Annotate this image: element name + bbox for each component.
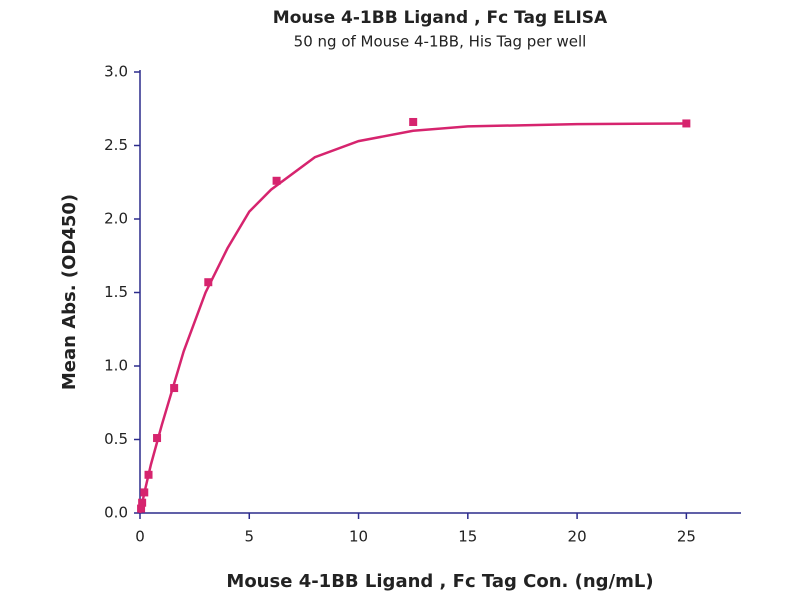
data-point: [409, 117, 418, 126]
chart-subtitle: 50 ng of Mouse 4-1BB, His Tag per well: [294, 33, 587, 51]
data-point: [138, 498, 147, 507]
x-tick-label: 10: [349, 528, 368, 546]
x-tick-label: 15: [458, 528, 477, 546]
data-point: [272, 176, 281, 185]
y-tick-label: 1.0: [104, 357, 128, 375]
y-tick-label: 0.0: [104, 504, 128, 522]
data-point: [153, 434, 162, 443]
y-axis-label: Mean Abs. (OD450): [59, 194, 80, 390]
data-point: [170, 384, 179, 393]
y-tick-label: 2.5: [104, 136, 128, 154]
chart-title: Mouse 4-1BB Ligand , Fc Tag ELISA: [273, 8, 608, 28]
x-tick-label: 5: [244, 528, 254, 546]
y-tick-label: 1.5: [104, 283, 128, 301]
data-point: [137, 504, 146, 513]
x-axis-label: Mouse 4-1BB Ligand , Fc Tag Con. (ng/mL): [226, 571, 653, 592]
data-point: [204, 278, 213, 287]
data-point: [682, 119, 691, 128]
y-tick-label: 2.0: [104, 210, 128, 228]
data-point: [144, 470, 153, 479]
x-tick-label: 25: [677, 528, 696, 546]
fit-curve: [138, 122, 687, 514]
x-tick-label: 0: [135, 528, 145, 546]
y-tick-label: 0.5: [104, 430, 128, 448]
data-point: [140, 488, 149, 497]
x-tick-label: 20: [568, 528, 587, 546]
y-tick-label: 3.0: [104, 63, 128, 81]
